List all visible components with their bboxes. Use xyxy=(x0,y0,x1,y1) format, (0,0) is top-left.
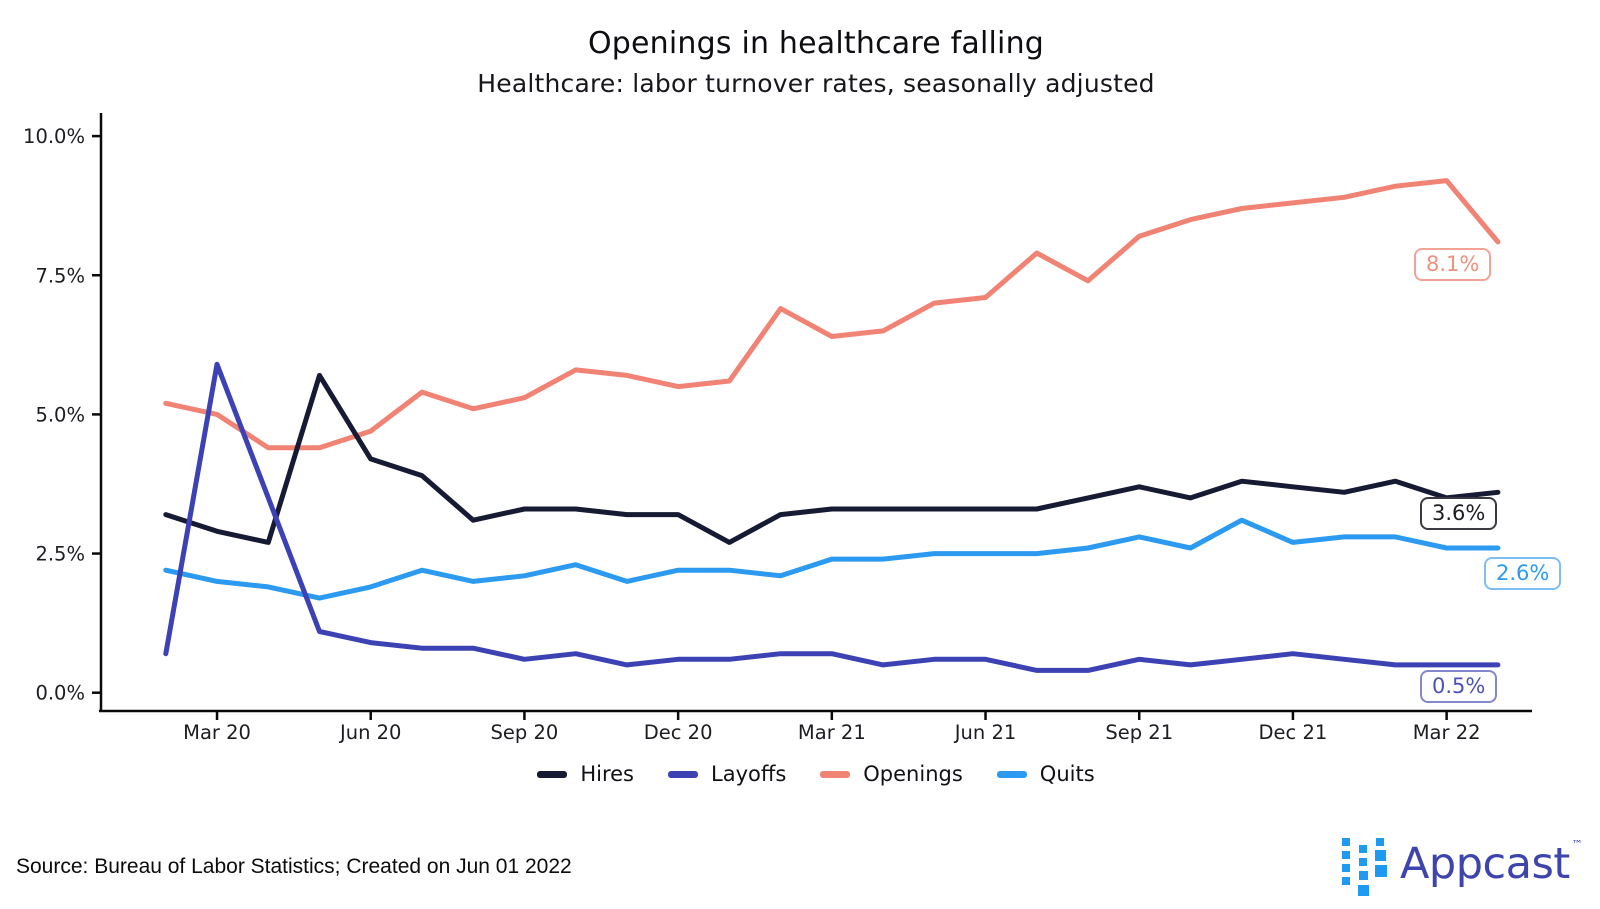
series-lines-layer xyxy=(163,178,1501,673)
quits-end-label: 2.6% xyxy=(1484,557,1562,590)
x-tick-label: Jun 20 xyxy=(338,721,401,744)
page-title: Openings in healthcare falling xyxy=(587,26,1045,61)
source-note: Source: Bureau of Labor Statistics; Crea… xyxy=(16,855,572,878)
openings-end-label: 8.1% xyxy=(1414,248,1492,281)
layoffs-swatch-icon xyxy=(668,770,699,778)
hires-end-label: 3.6% xyxy=(1420,497,1498,530)
legend-item-openings: Openings xyxy=(820,762,963,786)
legend-item-hires: Hires xyxy=(537,762,634,786)
x-tick-label: Dec 21 xyxy=(1259,721,1328,744)
x-tick-label: Dec 20 xyxy=(644,721,713,744)
series-line-openings xyxy=(163,178,1501,451)
y-tick-label: 10.0% xyxy=(23,125,85,148)
chart-subtitle: Healthcare: labor turnover rates, season… xyxy=(477,69,1155,98)
layoffs-end-label: 0.5% xyxy=(1420,670,1498,703)
appcast-logo: Appcast ™ xyxy=(1340,835,1583,897)
quits-swatch-icon xyxy=(996,770,1027,778)
x-tick-label: Mar 20 xyxy=(183,721,251,744)
y-tick-label: 7.5% xyxy=(35,264,85,287)
y-tick-label: 2.5% xyxy=(35,543,85,566)
legend-label-openings: Openings xyxy=(863,762,963,786)
appcast-wordmark: Appcast xyxy=(1400,839,1570,889)
series-line-quits xyxy=(163,517,1501,601)
series-line-layoffs xyxy=(163,361,1501,673)
x-tick-label: Mar 22 xyxy=(1413,721,1481,744)
series-line-hires xyxy=(163,372,1501,545)
y-tick-label: 5.0% xyxy=(35,403,85,426)
trademark-symbol: ™ xyxy=(1571,838,1583,851)
appcast-squares-icon xyxy=(1342,838,1387,896)
y-tick-label: 0.0% xyxy=(35,682,85,705)
x-tick-label: Mar 21 xyxy=(798,721,866,744)
legend-item-layoffs: Layoffs xyxy=(668,762,786,786)
x-tick-label: Sep 21 xyxy=(1105,721,1173,744)
x-tick-label: Sep 20 xyxy=(491,721,559,744)
axis-ticks-layer: Mar 20 Jun 20 Sep 20 Dec 20 Mar 21 Jun 21 Sep … xyxy=(23,125,1480,744)
legend-label-hires: Hires xyxy=(580,762,635,786)
chart-legend: Hires Layoffs Openings Quits xyxy=(100,762,1532,786)
x-tick-label: Jun 21 xyxy=(953,721,1016,744)
legend-label-quits: Quits xyxy=(1039,762,1095,786)
chart-header: Openings in healthcare falling Healthcar… xyxy=(100,26,1532,98)
legend-item-quits: Quits xyxy=(996,762,1095,786)
hires-swatch-icon xyxy=(537,770,568,778)
openings-swatch-icon xyxy=(820,770,851,778)
legend-label-layoffs: Layoffs xyxy=(711,762,787,786)
